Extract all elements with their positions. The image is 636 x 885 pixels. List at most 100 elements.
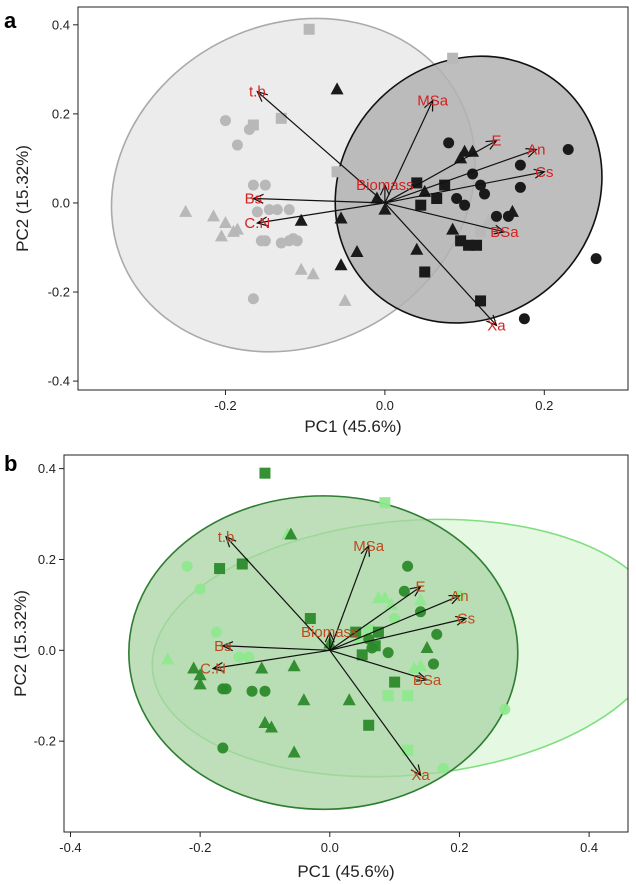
point-circle-group2 (217, 742, 229, 754)
loading-label-Cs: Cs (457, 611, 475, 628)
panel-b: t.b MSa E An Cs Biomass Bs C.N BSa Xa -0.4 -0.2 0.0 0… (4, 451, 629, 881)
plot-frame (63, 454, 629, 833)
confidence-ellipse-group2 (128, 495, 519, 811)
point-triangle-group2 (187, 661, 201, 674)
point-circle-group2 (451, 193, 463, 204)
loading-arrowhead-MSa (360, 544, 370, 557)
point-circle-group1 (247, 293, 259, 305)
point-triangle-group2 (193, 677, 207, 690)
point-circle-group1 (271, 204, 283, 216)
loading-label-An: An (527, 142, 545, 159)
point-triangle-group1 (161, 652, 175, 665)
loading-arrowhead-An (525, 148, 538, 158)
panel-label: b (4, 451, 17, 476)
point-square-group2 (475, 295, 487, 307)
point-square-group2 (389, 676, 401, 688)
loading-arrowhead-BSa (493, 224, 506, 235)
y-tick-label: 0.2 (52, 106, 70, 121)
point-square-group1 (475, 226, 487, 238)
loading-arrow-t.b (256, 91, 386, 204)
point-triangle-group1 (207, 209, 221, 222)
point-triangle-group2 (193, 668, 207, 681)
loading-label-C.N: C.N (244, 215, 270, 232)
point-square-group2 (369, 640, 381, 652)
loading-label-Xa: Xa (411, 767, 430, 784)
loading-arrowhead-Bs (221, 641, 234, 652)
point-circle-group2 (259, 685, 271, 697)
loading-label-Cs: Cs (535, 164, 553, 181)
point-circle-group2 (562, 144, 574, 156)
point-circle-group1 (283, 204, 295, 216)
point-circle-group1 (259, 179, 271, 191)
point-square-group1 (303, 23, 315, 35)
loading-arrow-Cs (329, 617, 467, 651)
point-circle-group2 (590, 253, 602, 265)
point-circle-group2 (431, 628, 443, 640)
point-circle-group1 (233, 651, 245, 663)
point-square-group1 (486, 215, 498, 227)
loading-arrowhead-Biomass (379, 183, 390, 196)
y-axis-title: PC2 (15.32%) (11, 590, 30, 697)
loading-arrow-E (384, 140, 497, 204)
point-triangle-group2 (255, 661, 269, 674)
point-triangle-group1 (214, 229, 228, 242)
y-tick-label: 0.2 (38, 552, 56, 567)
loading-label-Biomass: Biomass (356, 177, 414, 194)
loading-arrow-An (329, 595, 460, 651)
loading-label-An: An (450, 588, 468, 605)
point-triangle-group2 (418, 184, 432, 197)
point-triangle-group1 (294, 262, 308, 275)
loading-arrow-Bs (253, 197, 385, 204)
loading-arrow-BSa (329, 649, 428, 681)
loading-arrow-Cs (384, 171, 545, 204)
point-circle-group2 (475, 179, 487, 191)
loading-label-E: E (416, 579, 426, 596)
point-square-group1 (382, 690, 394, 702)
x-tick-label: 0.0 (376, 398, 394, 413)
point-triangle-group2 (370, 191, 384, 204)
loading-arrowhead-Bs (251, 193, 264, 204)
point-square-group1 (247, 119, 259, 131)
point-circle-group2 (459, 199, 471, 211)
loading-arrow-Xa (329, 649, 422, 776)
point-triangle-group2 (330, 82, 344, 95)
loading-arrowhead-E (485, 139, 498, 150)
loading-arrowhead-MSa (424, 99, 434, 112)
loading-arrowhead-Xa (486, 314, 498, 327)
x-tick-label: 0.2 (450, 840, 468, 855)
point-circle-group1 (437, 762, 449, 774)
x-tick-label: -0.2 (189, 840, 211, 855)
point-square-group2 (363, 719, 375, 731)
loading-arrow-C.N (257, 202, 385, 224)
point-circle-group2 (518, 313, 530, 325)
point-triangle-group1 (407, 661, 421, 674)
loading-arrowhead-t.b (225, 535, 237, 548)
loading-arrow-t.b (225, 536, 331, 651)
loading-label-MSa: MSa (417, 93, 449, 110)
point-triangle-group1 (218, 215, 232, 228)
point-circle-group1 (210, 626, 222, 638)
point-triangle-group2 (334, 258, 348, 271)
point-circle-group2 (246, 685, 258, 697)
point-circle-group1 (275, 237, 287, 249)
loading-arrow-MSa (329, 545, 370, 651)
point-triangle-group2 (258, 715, 272, 728)
point-square-group1 (402, 690, 414, 702)
y-tick-label: 0.0 (52, 195, 70, 210)
point-square-group2 (415, 199, 427, 211)
point-circle-group1 (247, 179, 259, 191)
point-circle-group2 (398, 585, 410, 597)
point-square-group2 (411, 177, 423, 189)
point-triangle-group1 (179, 204, 193, 217)
point-square-group1 (275, 112, 287, 124)
loading-arrowhead-Xa (410, 764, 422, 777)
point-circle-group2 (443, 137, 455, 149)
point-triangle-group2 (284, 527, 298, 540)
x-axis-title: PC1 (45.6%) (304, 417, 401, 436)
loading-label-t.b: t.b (249, 84, 266, 101)
point-triangle-group2 (287, 745, 301, 758)
point-circle-group2 (490, 210, 502, 222)
point-triangle-group2 (446, 222, 460, 235)
point-square-group2 (455, 235, 467, 247)
